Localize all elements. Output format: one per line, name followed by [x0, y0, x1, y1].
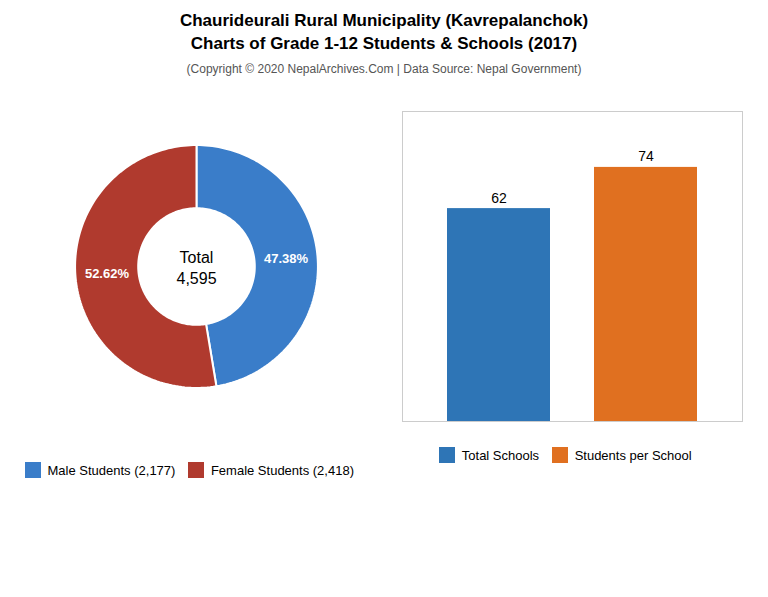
- svg-text:52.62%: 52.62%: [85, 266, 130, 281]
- html-text:Total Schools: Total Schools: [461, 447, 540, 463]
- html-text:Students per School: Students per School: [574, 447, 692, 463]
- html-text:Chaurideurali Rural Municipali: Chaurideurali Rural Municipality (Kavrep…: [180, 11, 588, 53]
- svg-text:74: 74: [638, 148, 654, 164]
- svg-text:47.38%: 47.38%: [264, 251, 309, 266]
- html-text:(Copyright © 2020 NepalArchive: (Copyright © 2020 NepalArchives.Com | Da…: [186, 61, 582, 76]
- html-text:Male Students (2,177): Male Students (2,177): [47, 462, 176, 478]
- svg-text:Total4,595: Total4,595: [176, 249, 216, 287]
- html-text:Female Students (2,418): Female Students (2,418): [210, 462, 354, 478]
- svg-text:62: 62: [491, 189, 507, 205]
